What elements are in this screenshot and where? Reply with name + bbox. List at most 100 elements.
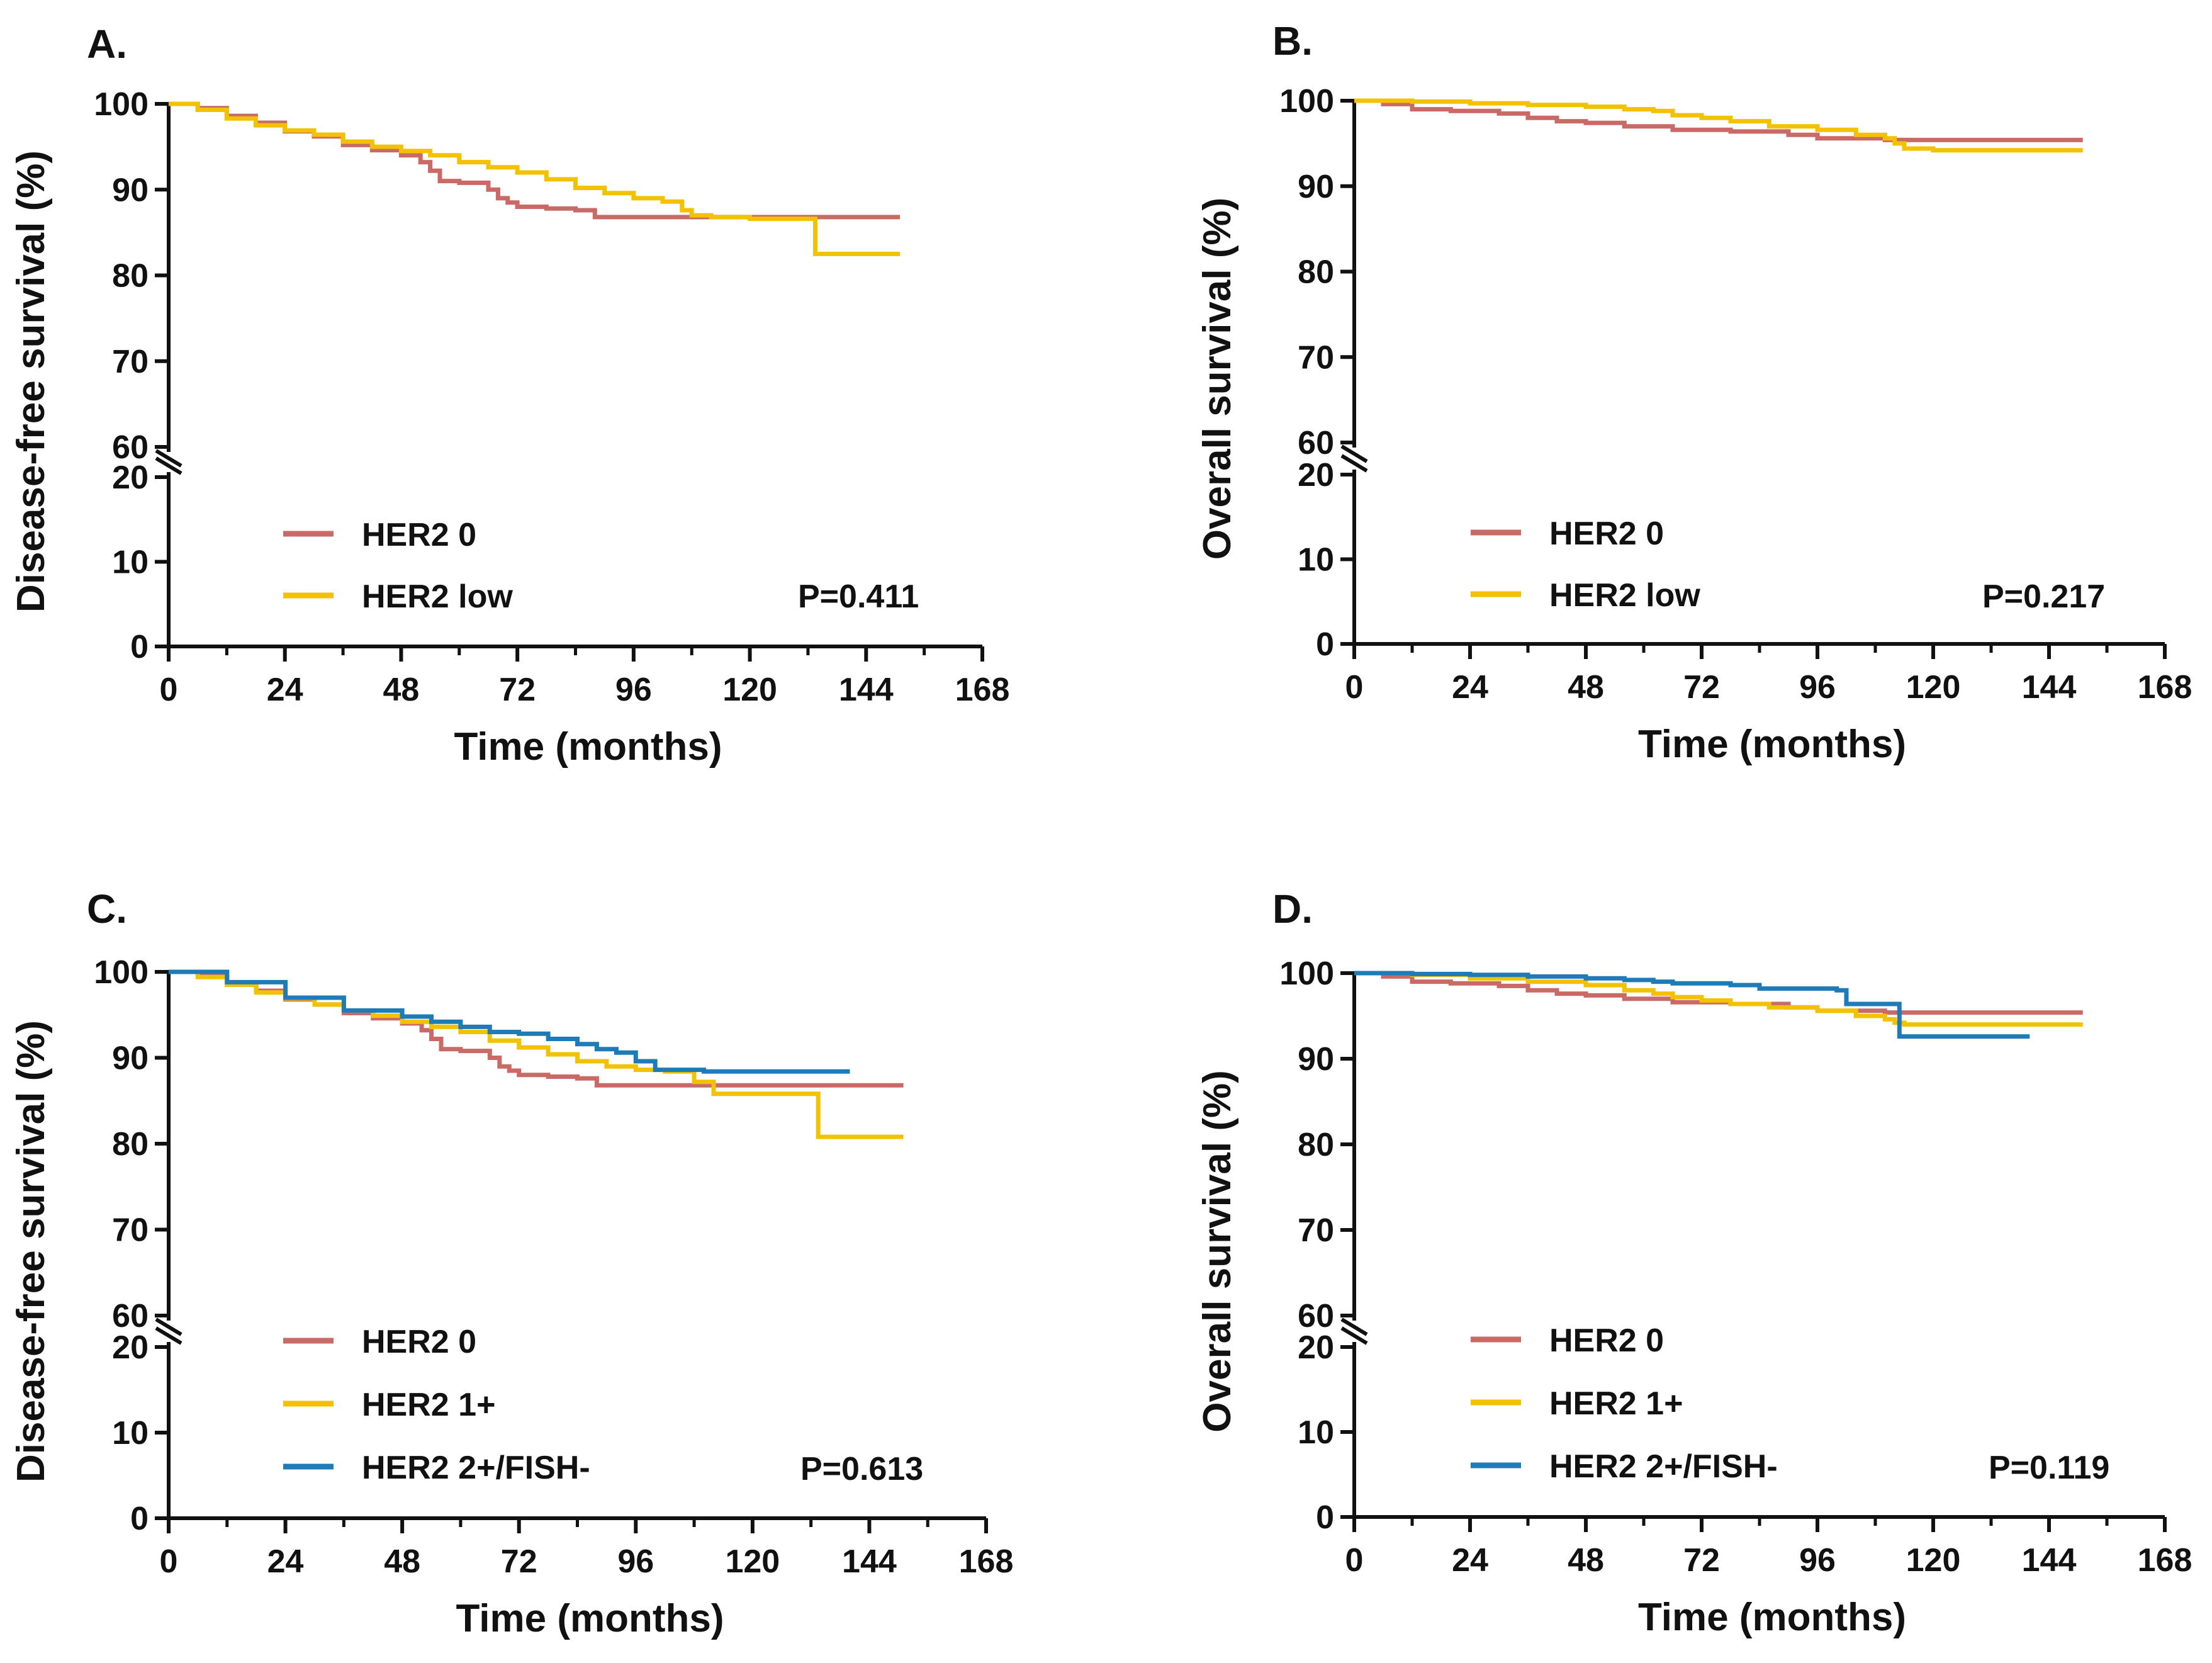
series-line-her2-low — [169, 101, 901, 256]
y-tick-label: 100 — [1279, 83, 1334, 120]
legend-label: HER2 1+ — [362, 1387, 495, 1423]
axis-break-mark — [1340, 454, 1368, 473]
axis-break-mark — [1340, 1326, 1368, 1345]
y-tick-label: 90 — [1298, 1041, 1334, 1078]
x-axis-title: Time (months) — [1638, 723, 1906, 766]
y-tick-label: 0 — [1316, 1499, 1334, 1536]
x-tick-label: 0 — [160, 1543, 178, 1580]
p-value-label: P=0.613 — [800, 1451, 923, 1487]
y-axis-title: Disease-free survival (%) — [9, 150, 53, 612]
y-tick-label: 10 — [1298, 1414, 1334, 1451]
legend-label: HER2 2+/FISH- — [362, 1450, 590, 1486]
p-value-label: P=0.119 — [1989, 1450, 2109, 1486]
x-axis-title: Time (months) — [1638, 1596, 1906, 1639]
legend-label: HER2 0 — [362, 1324, 476, 1360]
axis-break-mark — [155, 1317, 182, 1336]
x-tick-label: 120 — [725, 1543, 780, 1580]
panel-a: A. 60 70 80 90 100 0 10 20 0 24 48 72 96 120 144 168 Time… — [9, 21, 1009, 769]
x-tick-label: 144 — [2022, 1542, 2077, 1579]
axis-break-mark — [1340, 444, 1368, 463]
y-tick-label: 70 — [1298, 1212, 1334, 1249]
y-tick-label: 80 — [1298, 1127, 1334, 1163]
panel-c: C. 60 70 80 90 100 0 10 20 0 24 48 72 96 120 144 168 Time… — [9, 886, 1013, 1640]
y-tick-label: 20 — [112, 459, 149, 496]
y-tick-label: 20 — [112, 1329, 149, 1366]
x-tick-label: 168 — [955, 672, 1010, 708]
panel-letter: C. — [87, 886, 127, 932]
y-tick-label: 10 — [112, 1415, 149, 1452]
x-tick-label: 24 — [1452, 1542, 1488, 1579]
series-line-her2-1- — [1354, 971, 2083, 1027]
y-tick-label: 70 — [1298, 339, 1334, 376]
y-tick-label: 60 — [1298, 425, 1334, 461]
x-tick-label: 72 — [1683, 669, 1720, 706]
x-tick-label: 120 — [1906, 1542, 1961, 1579]
x-tick-label: 0 — [1345, 669, 1364, 706]
y-axis-title: Overall survival (%) — [1196, 1070, 1239, 1433]
x-axis-title: Time (months) — [456, 1597, 724, 1640]
panel-d: D. 60 70 80 90 100 0 10 20 0 24 48 72 96 120 144 168 Time… — [1196, 886, 2192, 1639]
x-tick-label: 72 — [1683, 1542, 1720, 1579]
y-tick-label: 80 — [1298, 254, 1334, 291]
axis-break-mark — [155, 456, 182, 475]
series-line-her2-0 — [1354, 98, 2083, 142]
axis-break-mark — [155, 449, 182, 468]
y-tick-label: 90 — [1298, 169, 1334, 205]
panel-b: B. 60 70 80 90 100 0 10 20 0 24 48 72 96 120 144 168 Time… — [1196, 18, 2192, 766]
legend-label: HER2 2+/FISH- — [1549, 1448, 1778, 1485]
series-line-her2-low — [1354, 98, 2083, 153]
series-line-her2-0 — [169, 101, 901, 220]
x-tick-label: 144 — [842, 1543, 897, 1580]
x-tick-label: 0 — [1345, 1542, 1364, 1579]
y-tick-label: 60 — [1298, 1298, 1334, 1334]
legend-label: HER2 0 — [362, 517, 476, 553]
y-tick-label: 70 — [112, 344, 149, 380]
panel-letter: B. — [1272, 18, 1313, 64]
x-tick-label: 48 — [384, 1543, 420, 1580]
y-tick-label: 20 — [1298, 1329, 1334, 1366]
x-tick-label: 72 — [501, 1543, 537, 1580]
y-tick-label: 10 — [112, 544, 149, 581]
axis-break-mark — [1340, 1317, 1368, 1336]
y-tick-label: 100 — [94, 954, 149, 991]
y-axis-title: Overall survival (%) — [1196, 198, 1239, 560]
y-tick-label: 0 — [1316, 626, 1334, 663]
x-tick-label: 168 — [2138, 669, 2192, 706]
y-tick-label: 100 — [1279, 956, 1334, 992]
series-line-her2-0 — [169, 969, 904, 1088]
p-value-label: P=0.217 — [1982, 578, 2105, 615]
series-line-her2-2-fish- — [169, 969, 850, 1074]
x-tick-label: 96 — [1799, 1542, 1836, 1579]
y-tick-label: 60 — [112, 1298, 149, 1334]
x-tick-label: 48 — [383, 672, 420, 708]
panel-letter: A. — [87, 21, 127, 67]
x-tick-label: 72 — [499, 672, 536, 708]
y-tick-label: 0 — [130, 629, 149, 665]
y-tick-label: 70 — [112, 1212, 149, 1249]
x-tick-label: 96 — [615, 672, 652, 708]
x-tick-label: 24 — [267, 1543, 304, 1580]
x-tick-label: 144 — [2022, 669, 2077, 706]
y-tick-label: 80 — [112, 1126, 149, 1163]
x-tick-label: 120 — [722, 672, 777, 708]
x-tick-label: 168 — [2138, 1542, 2192, 1579]
legend-label: HER2 1+ — [1549, 1385, 1683, 1422]
x-tick-label: 144 — [839, 672, 894, 708]
axis-break-mark — [155, 1326, 182, 1345]
x-tick-label: 96 — [617, 1543, 654, 1580]
y-tick-label: 90 — [112, 172, 149, 208]
x-tick-label: 24 — [267, 672, 303, 708]
p-value-label: P=0.411 — [798, 578, 919, 615]
x-axis-title: Time (months) — [454, 725, 722, 769]
y-tick-label: 0 — [130, 1501, 149, 1537]
series-line-her2-0 — [1354, 971, 2083, 1015]
x-tick-label: 48 — [1568, 669, 1604, 706]
y-tick-label: 60 — [112, 429, 149, 466]
x-tick-label: 48 — [1568, 1542, 1604, 1579]
legend-label: HER2 0 — [1549, 1322, 1664, 1359]
y-tick-label: 20 — [1298, 457, 1334, 493]
legend-label: HER2 0 — [1549, 516, 1664, 552]
legend-label: HER2 low — [1549, 577, 1700, 614]
